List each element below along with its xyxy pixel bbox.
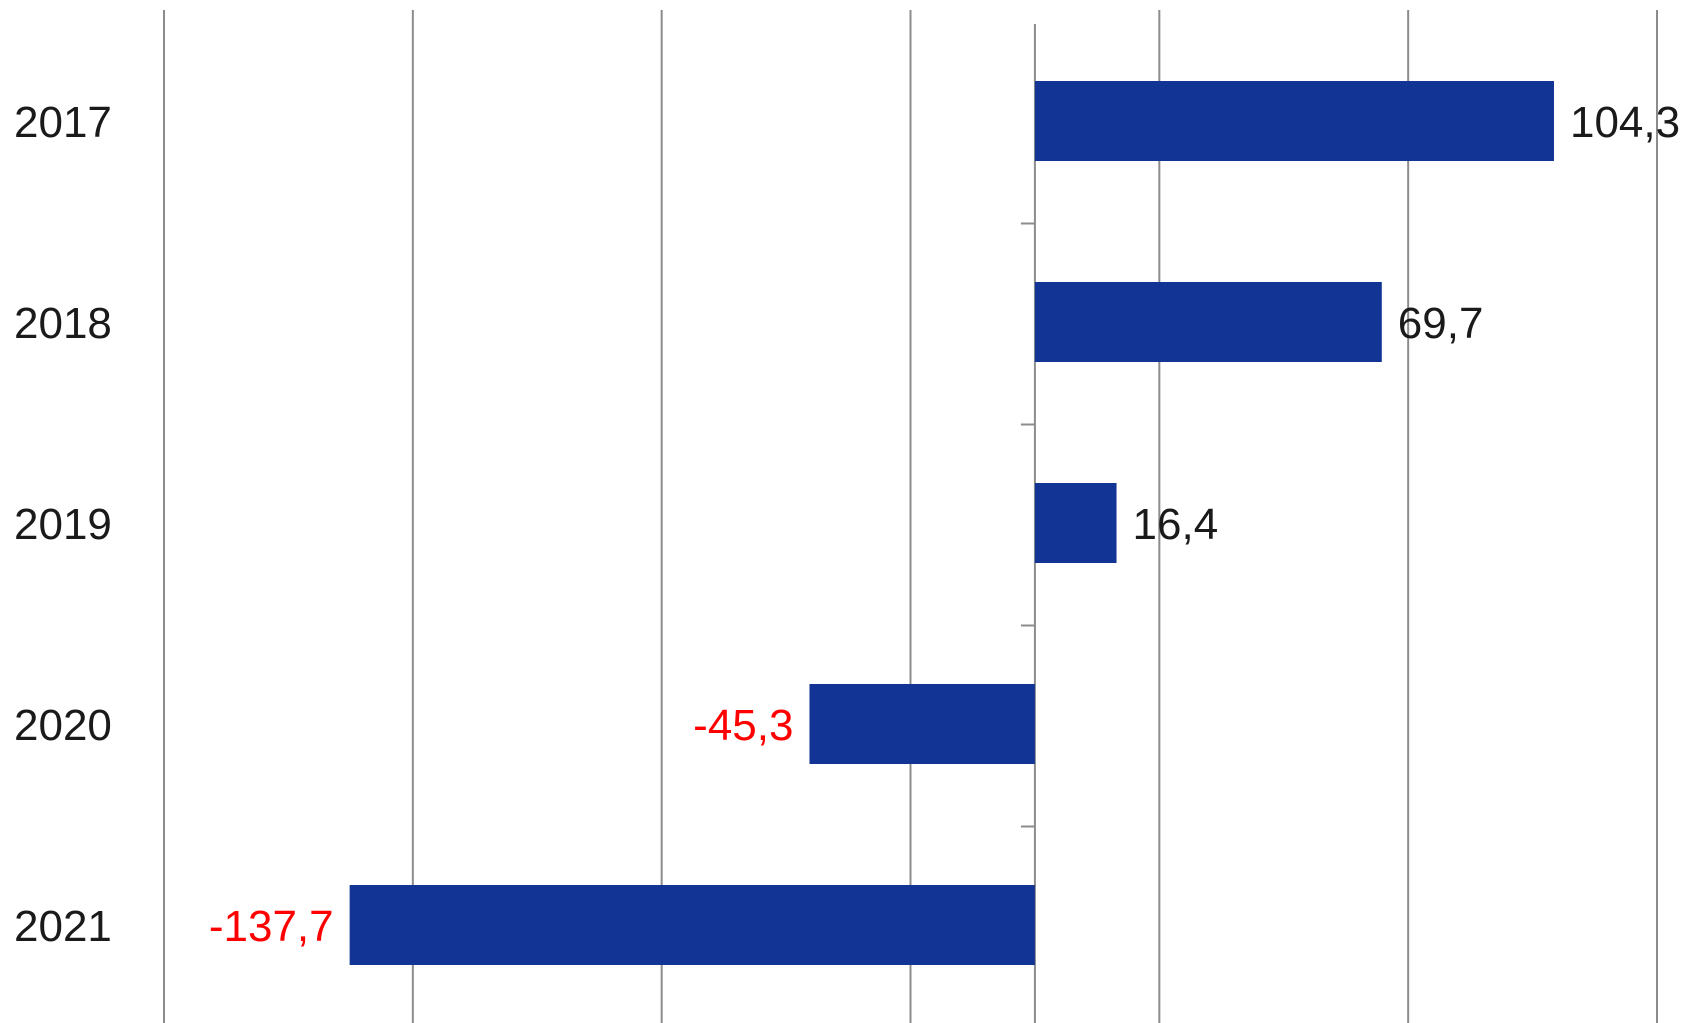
bars [349,81,1554,965]
category-label-2021: 2021 [14,902,112,951]
category-label-2018: 2018 [14,299,112,348]
data-label-2017: 104,3 [1570,98,1680,147]
category-label-2017: 2017 [14,98,112,147]
bar-2017 [1034,81,1554,161]
data-label-2019: 16,4 [1133,500,1219,549]
category-label-2020: 2020 [14,701,112,750]
bar-2021 [349,885,1035,965]
data-label-2021: -137,7 [209,902,334,951]
data-labels: 104,3 69,7 16,4 -45,3 -137,7 [209,98,1680,951]
bar-2020 [809,684,1035,764]
data-label-2018: 69,7 [1398,299,1484,348]
bar-2019 [1034,483,1117,563]
category-labels: 2017 2018 2019 2020 2021 [14,98,112,951]
data-label-2020: -45,3 [693,701,793,750]
category-label-2019: 2019 [14,500,112,549]
gridlines [163,10,1658,1023]
category-axis [1020,24,1036,1023]
bar-2018 [1034,282,1382,362]
